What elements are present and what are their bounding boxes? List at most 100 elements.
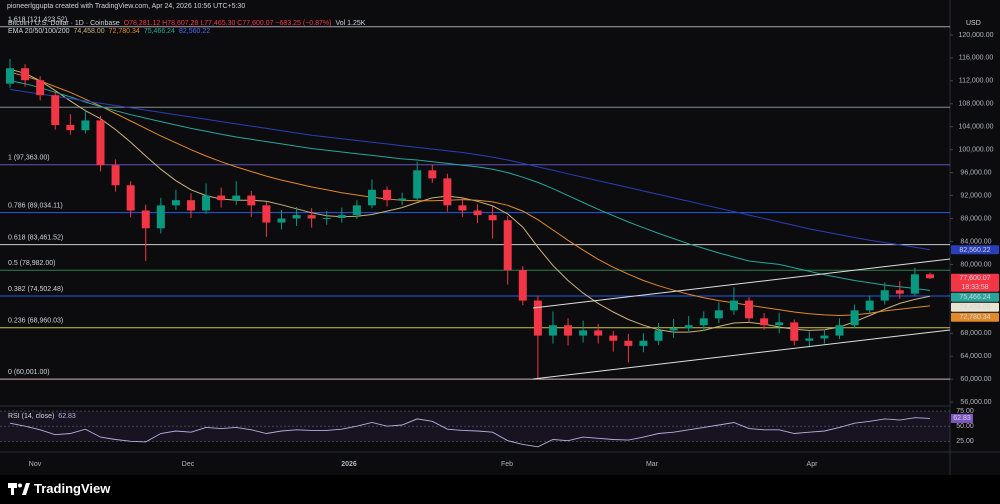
candle-body xyxy=(398,198,407,201)
ema-line xyxy=(9,88,931,251)
candle-body xyxy=(594,330,603,336)
fib-label: 0.5 (78,982.00) xyxy=(8,260,55,267)
candle-body xyxy=(850,310,859,326)
candle-body xyxy=(6,68,14,84)
candle-body xyxy=(624,340,633,346)
fib-label: 0 (60,001.00) xyxy=(8,369,50,376)
candle-body xyxy=(171,200,180,206)
candle-body xyxy=(292,215,301,219)
candle-body xyxy=(232,195,241,201)
candle-body xyxy=(217,195,226,201)
candle-body xyxy=(367,189,376,206)
channel-upper xyxy=(532,258,951,309)
logo-stem xyxy=(11,483,14,495)
candle-body xyxy=(548,325,557,336)
candle-body xyxy=(202,195,211,211)
x-tick-label: Nov xyxy=(29,461,42,468)
price-box xyxy=(951,312,999,322)
brand-logo: TradingView xyxy=(8,481,111,496)
y-tick-label: 60,000.00 xyxy=(960,376,991,383)
y-tick-label: 68,000.00 xyxy=(960,330,991,337)
price-box-label: 75,466.24 xyxy=(959,294,990,301)
candle-body xyxy=(775,322,784,326)
candle-body xyxy=(684,325,693,329)
candle-body xyxy=(262,205,271,223)
x-tick-label: Feb xyxy=(501,461,513,468)
candle-body xyxy=(926,274,934,279)
candle-body xyxy=(96,120,105,166)
price-box xyxy=(951,273,999,292)
symbol-line: Bitcoin / U.S. Dollar · 1D · Coinbase O78… xyxy=(8,20,366,27)
price-box-label: 82,560.22 xyxy=(959,247,990,254)
candle-body xyxy=(895,290,904,294)
rsi-legend: RSI (14, close) 62.83 xyxy=(8,413,76,420)
ema-label: EMA 20/50/100/200 xyxy=(8,28,70,35)
y-tick-label: 104,000.00 xyxy=(958,124,993,131)
ema-legend: EMA 20/50/100/200 74,458.00 72,780.34 75,46… xyxy=(8,28,210,35)
candle-body xyxy=(880,290,889,301)
fib-label: 1 (97,363.00) xyxy=(8,155,50,162)
candle-body xyxy=(910,274,919,294)
rsi-layer: 75.00 50.00 25.00 RSI (14, close) 62.83 62.83 xyxy=(0,408,974,448)
candle-body xyxy=(307,215,316,219)
fib-label: 0.382 (74,502.48) xyxy=(8,286,63,293)
fib-label: 0.786 (89,034.11) xyxy=(8,202,63,209)
axis-layer: 56,000.00 60,000.00 64,000.00 68,000.00 80,0… xyxy=(29,32,999,468)
candle-body xyxy=(820,335,829,339)
ema-value: 74,458.00 xyxy=(74,28,105,35)
y-tick-label: 100,000.00 xyxy=(958,147,993,154)
candle-body xyxy=(337,215,346,218)
candle-body xyxy=(66,125,75,131)
fib-label: 1.618 (121,423.52) xyxy=(8,17,67,24)
y-tick-label: 120,000.00 xyxy=(958,32,993,39)
ema-value: 75,466.24 xyxy=(144,28,175,35)
candle-body xyxy=(186,200,195,211)
candle-body xyxy=(277,218,286,223)
candle-body xyxy=(745,300,754,319)
y-tick-label: 112,000.00 xyxy=(959,78,994,85)
price-box xyxy=(951,245,999,255)
rsi-value: 62.83 xyxy=(58,413,76,420)
currency: USD xyxy=(966,20,981,27)
candle-body xyxy=(790,322,799,341)
candle-body xyxy=(473,210,482,216)
candle-body xyxy=(383,189,392,201)
ohlc: O78,281.12 H78,607.28 L77,465.30 C77,600… xyxy=(124,20,332,27)
candle-body xyxy=(81,120,90,131)
y-tick-label: 92,000.00 xyxy=(960,192,991,199)
candle-body xyxy=(156,205,165,229)
ema-value: 82,560.22 xyxy=(179,28,210,35)
candle-body xyxy=(428,170,437,179)
footer-bar xyxy=(0,475,1000,504)
fib-label: 0.236 (68,960.03) xyxy=(8,318,63,325)
logo-dot xyxy=(18,483,22,488)
candle-body xyxy=(579,330,588,336)
candle-body xyxy=(503,220,512,271)
rsi-name: RSI (14, close) xyxy=(8,413,54,420)
rsi-box-label: 62.83 xyxy=(953,415,971,422)
ema-line xyxy=(9,71,931,317)
rsi-line xyxy=(9,417,931,448)
y-tick-label: 64,000.00 xyxy=(960,353,991,360)
candle-body xyxy=(21,68,30,81)
y-tick-label: 84,000.00 xyxy=(960,238,991,245)
rsi-tick-label: 50.00 xyxy=(956,423,974,430)
channel-lower xyxy=(532,329,951,380)
candles-layer xyxy=(6,59,934,380)
candle-body xyxy=(247,195,256,206)
x-tick-label: Mar xyxy=(646,461,659,468)
fib-label: 0.618 (83,461.52) xyxy=(8,234,63,241)
candle-body xyxy=(760,318,769,326)
y-tick-label: 56,000.00 xyxy=(960,399,991,406)
candle-body xyxy=(413,170,422,199)
y-tick-label: 80,000.00 xyxy=(960,261,991,268)
candle-body xyxy=(533,300,542,336)
price-box xyxy=(951,292,999,302)
price-box-label: 74,458.00 xyxy=(959,304,990,311)
rsi-box xyxy=(951,413,973,423)
candle-body xyxy=(654,330,663,341)
x-tick-label: Dec xyxy=(182,461,195,468)
price-box xyxy=(951,302,999,312)
volume: Vol 1.25K xyxy=(336,20,366,27)
